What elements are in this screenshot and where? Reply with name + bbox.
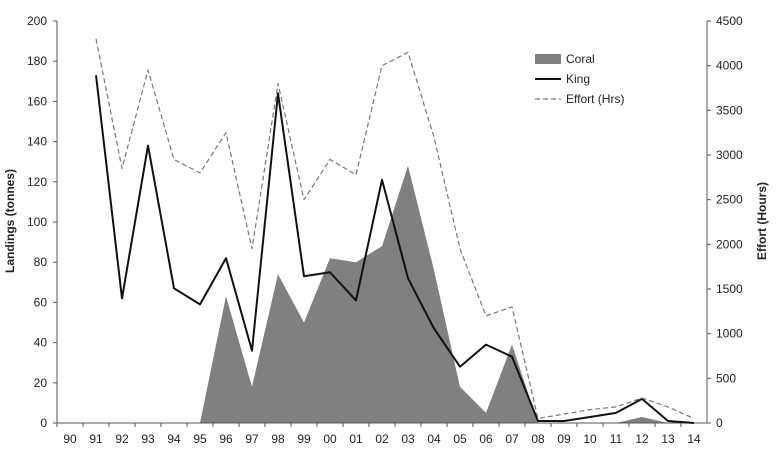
y-left-tick-label: 100 — [27, 215, 47, 229]
x-tick-label: 02 — [375, 432, 389, 446]
y-left-tick-label: 80 — [34, 255, 48, 269]
tick-labels-layer: 0204060801001201401601802000500100015002… — [27, 14, 743, 446]
y-left-tick-label: 160 — [27, 94, 47, 108]
x-tick-label: 13 — [661, 432, 675, 446]
x-tick-label: 08 — [531, 432, 545, 446]
y-right-tick-label: 3500 — [716, 103, 743, 117]
y-left-tick-label: 200 — [27, 14, 47, 28]
area-series-layer — [70, 165, 694, 423]
legend-label: Effort (Hrs) — [566, 92, 624, 106]
x-tick-label: 96 — [219, 432, 233, 446]
legend-label: King — [566, 72, 590, 86]
y-right-tick-label: 0 — [716, 416, 723, 430]
y-left-tick-label: 0 — [40, 416, 47, 430]
x-tick-label: 01 — [349, 432, 363, 446]
x-tick-label: 97 — [245, 432, 259, 446]
x-tick-label: 14 — [687, 432, 701, 446]
y-left-tick-label: 180 — [27, 54, 47, 68]
x-tick-label: 06 — [479, 432, 493, 446]
y-left-tick-label: 140 — [27, 135, 47, 149]
x-tick-label: 03 — [401, 432, 415, 446]
y-left-tick-label: 20 — [34, 376, 48, 390]
line-series-layer — [95, 38, 695, 424]
x-tick-label: 11 — [610, 432, 623, 446]
y-left-tick-label: 60 — [34, 295, 48, 309]
y-right-tick-label: 4000 — [716, 59, 743, 73]
y-right-tick-label: 4500 — [716, 14, 743, 28]
x-tick-label: 95 — [193, 432, 207, 446]
y-right-tick-label: 500 — [716, 371, 736, 385]
x-tick-label: 99 — [297, 432, 311, 446]
x-tick-label: 12 — [635, 432, 649, 446]
x-tick-label: 07 — [505, 432, 519, 446]
x-tick-label: 93 — [141, 432, 155, 446]
x-tick-label: 04 — [427, 432, 441, 446]
y-right-tick-label: 3000 — [716, 148, 743, 162]
y-right-tick-label: 1000 — [716, 327, 743, 341]
x-tick-label: 92 — [115, 432, 129, 446]
legend: Coral King Effort (Hrs) — [535, 52, 624, 106]
axes-layer — [53, 20, 711, 427]
y-axis-left-title: Landings (tonnes) — [3, 169, 17, 273]
y-axis-right-title: Effort (Hours) — [755, 182, 769, 260]
y-right-tick-label: 2000 — [716, 237, 743, 251]
legend-label: Coral — [566, 52, 595, 66]
y-right-tick-label: 2500 — [716, 193, 743, 207]
legend-swatch-area — [535, 54, 561, 64]
x-tick-label: 91 — [89, 432, 103, 446]
y-left-tick-label: 120 — [27, 175, 47, 189]
series-area-coral — [70, 165, 694, 423]
series-line-king — [95, 75, 695, 424]
x-tick-label: 05 — [453, 432, 467, 446]
y-left-tick-label: 40 — [34, 336, 48, 350]
x-tick-label: 10 — [583, 432, 597, 446]
x-tick-label: 98 — [271, 432, 285, 446]
x-tick-label: 09 — [557, 432, 571, 446]
x-tick-label: 00 — [323, 432, 337, 446]
x-tick-label: 94 — [167, 432, 181, 446]
y-right-tick-label: 1500 — [716, 282, 743, 296]
x-tick-label: 90 — [63, 432, 77, 446]
